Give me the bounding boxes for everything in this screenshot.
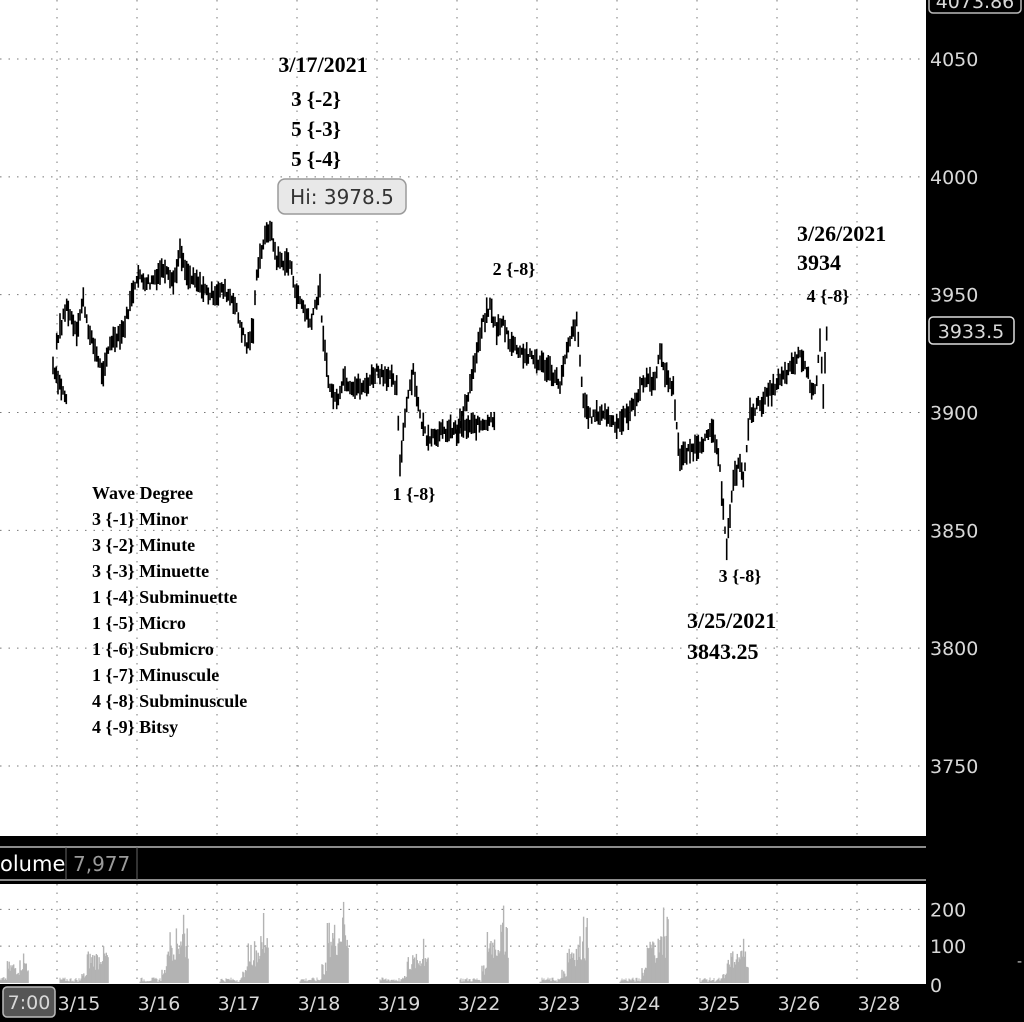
hi-callout: Hi: 3978.5 <box>277 178 407 215</box>
peak-wave-3: 5 {-4} <box>291 147 341 171</box>
peak-wave-2: 5 {-3} <box>291 117 341 141</box>
low-value: 3843.25 <box>687 639 759 664</box>
time-cursor-label: 7:00 <box>8 992 51 1014</box>
volume-tick-label: 100 <box>930 936 966 958</box>
legend-item: 3 {-2} Minute <box>92 535 195 555</box>
price-axis: 4073.86 3933.5 4050 4000 3950 3900 3850 3800 3… <box>928 0 1022 778</box>
price-tick-label: 4000 <box>930 167 978 189</box>
legend-item: 1 {-4} Subminuette <box>92 587 237 607</box>
wave3-label: 3 {-8} <box>719 566 762 586</box>
volume-tick-label: 0 <box>930 975 942 997</box>
date-tick-label: 3/17 <box>218 993 261 1015</box>
price-tick-label: 4050 <box>930 49 978 71</box>
recent-value: 3934 <box>797 250 841 275</box>
price-tick-label: 3750 <box>930 756 978 778</box>
time-axis: 7:00 3/15 3/16 3/17 3/18 3/19 3/22 3/23 3/24 3/2… <box>2 986 901 1018</box>
low-date: 3/25/2021 <box>687 608 776 633</box>
date-tick-label: 3/25 <box>698 993 741 1015</box>
recent-date: 3/26/2021 <box>797 221 886 246</box>
legend-title: Wave Degree <box>92 483 193 503</box>
legend-item: 3 {-1} Minor <box>92 509 188 529</box>
legend-item: 1 {-5} Micro <box>92 613 186 633</box>
legend-item: 3 {-3} Minuette <box>92 561 209 581</box>
legend-item: 1 {-6} Submicro <box>92 639 214 659</box>
date-tick-label: 3/23 <box>538 993 581 1015</box>
legend-item: 4 {-8} Subminuscule <box>92 691 247 711</box>
current-price-tag <box>928 316 1015 345</box>
date-tick-label: 3/19 <box>378 993 421 1015</box>
top-price-tag <box>928 0 1022 14</box>
date-tick-label: 3/18 <box>298 993 341 1015</box>
price-tick-label: 3900 <box>930 403 978 425</box>
price-series <box>52 220 828 561</box>
legend-item: 1 {-7} Minuscule <box>92 665 219 685</box>
price-tick-label: 3950 <box>930 285 978 307</box>
volume-axis: 200 100 0 <box>930 899 966 997</box>
volume-value: 7,977 <box>73 852 130 876</box>
date-tick-label: 3/22 <box>458 993 501 1015</box>
date-tick-label: 3/28 <box>858 993 901 1015</box>
volume-tick-label: 200 <box>930 899 966 921</box>
date-tick-label: 3/24 <box>618 993 661 1015</box>
date-tick-label: 3/15 <box>58 993 101 1015</box>
peak-wave-1: 3 {-2} <box>291 87 341 111</box>
price-grid <box>0 0 926 836</box>
price-tick-label: 3800 <box>930 638 978 660</box>
volume-series <box>0 901 749 983</box>
date-tick-label: 3/26 <box>778 993 821 1015</box>
peak-date: 3/17/2021 <box>278 52 367 77</box>
volume-label: olume <box>0 852 65 876</box>
volume-grid <box>0 884 926 984</box>
wave2-label: 2 {-8} <box>493 259 536 279</box>
axis-tick-mark: - <box>1017 954 1022 970</box>
volume-panel <box>0 884 926 984</box>
legend-item: 4 {-9} Bitsy <box>92 717 178 737</box>
date-tick-label: 3/16 <box>138 993 181 1015</box>
wave4-label: 4 {-8} <box>807 286 850 306</box>
price-tick-label: 3850 <box>930 520 978 542</box>
top-price-label: 4073.86 <box>936 0 1015 13</box>
wave1-label: 1 {-8} <box>393 484 436 504</box>
volume-header: olume 7,977 <box>0 846 926 881</box>
time-cursor-tag <box>2 986 56 1018</box>
wave-degree-legend: Wave Degree 3 {-1} Minor 3 {-2} Minute 3… <box>92 483 247 737</box>
current-price-label: 3933.5 <box>938 321 1004 343</box>
hi-label: Hi: 3978.5 <box>290 185 394 209</box>
